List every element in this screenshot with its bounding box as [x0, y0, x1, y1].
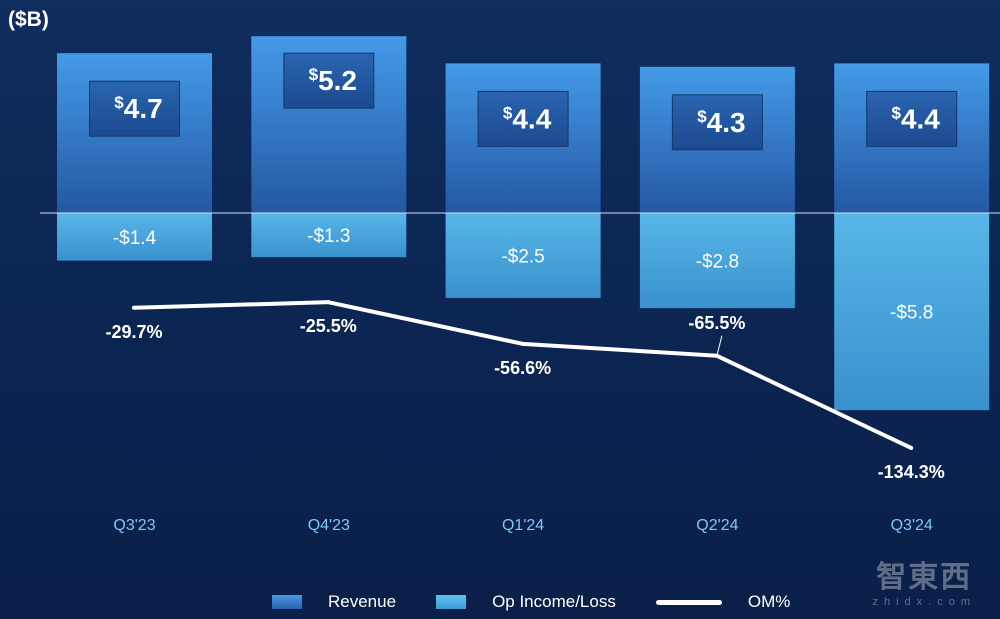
category-label: Q4'23 [308, 517, 350, 534]
om-label: -56.6% [494, 358, 551, 378]
category-label: Q3'24 [891, 517, 933, 534]
revenue-label: $4.4 [503, 103, 552, 134]
category-label: Q2'24 [696, 517, 738, 534]
om-label-leader [716, 335, 723, 356]
op-income-label: -$2.8 [696, 252, 739, 273]
op-income-bar [639, 213, 795, 309]
op-income-label: -$1.4 [113, 228, 157, 249]
legend-om: OM% [655, 592, 791, 612]
om-point [520, 341, 525, 346]
revenue-label: $5.2 [309, 65, 357, 96]
watermark-en: zhidx.com [872, 596, 976, 608]
revenue-label-box [671, 94, 763, 151]
om-point [132, 305, 136, 310]
revenue-swatch [272, 595, 302, 609]
legend-label: OM% [747, 592, 791, 611]
revenue-label-box [89, 80, 180, 137]
op-income-bar [251, 213, 407, 258]
om-point [326, 300, 331, 305]
revenue-label: $4.3 [697, 107, 745, 138]
om-label: -65.5% [688, 313, 745, 333]
revenue-label: $4.7 [114, 93, 162, 124]
watermark-cn: 智東西 [876, 561, 973, 594]
revenue-label: $4.4 [891, 103, 940, 134]
op-income-label: -$5.8 [890, 303, 933, 324]
legend-label: Op Income/Loss [492, 592, 616, 611]
op-income-label: -$1.3 [307, 226, 350, 247]
revenue-label-box [866, 90, 958, 147]
op-income-label: -$2.5 [501, 247, 544, 268]
revenue-label-box [477, 90, 569, 147]
op-income-bar [834, 213, 990, 411]
legend-op-income: Op Income/Loss [436, 592, 616, 612]
watermark-logo: 智東西 zhidx.com [872, 552, 976, 608]
op-income-swatch [436, 595, 467, 609]
category-label: Q3'23 [113, 517, 155, 534]
om-label: -25.5% [300, 316, 357, 336]
op-income-bar [57, 213, 212, 261]
category-label: Q1'24 [502, 517, 544, 534]
om-label: -134.3% [878, 462, 945, 482]
om-point [909, 445, 914, 450]
om-label: -29.7% [105, 322, 162, 342]
unit-label: ($B) [8, 8, 49, 31]
legend: Revenue Op Income/Loss OM% [272, 592, 830, 612]
revenue-label-box [283, 52, 375, 109]
om-point [714, 353, 719, 358]
legend-label: Revenue [328, 592, 397, 611]
om-swatch [655, 599, 722, 605]
op-income-bar [445, 213, 601, 298]
legend-revenue: Revenue [272, 592, 396, 612]
